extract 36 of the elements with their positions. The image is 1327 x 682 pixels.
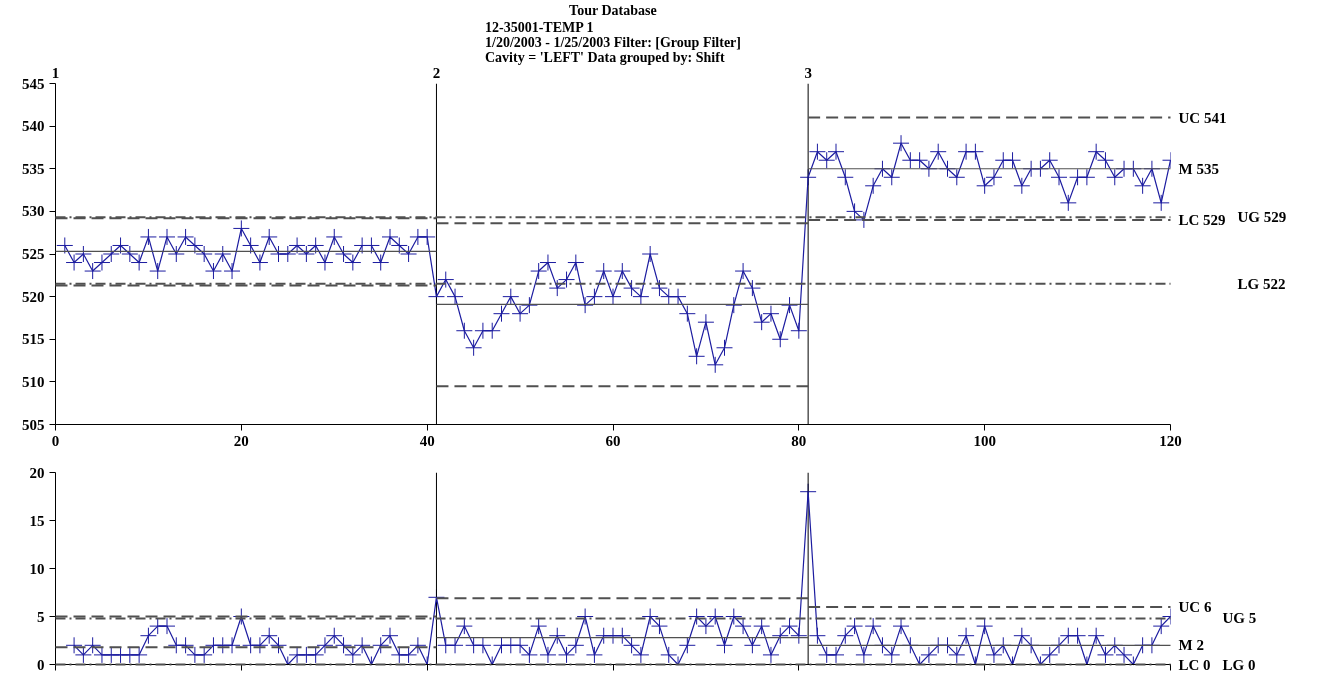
text: LG 0	[1222, 656, 1256, 673]
y-tick-label: 540	[22, 118, 45, 135]
y-tick-label: 520	[22, 288, 45, 305]
legend-label: LC 0	[1178, 656, 1211, 673]
y-tick-label: 545	[22, 75, 45, 92]
chart-subtitle: 12-35001-TEMP 1 1/20/2003 - 1/25/2003 Filter: [Group Filter] Cavity = 'LEFT' Data grouped by: Shift	[485, 19, 741, 65]
y-tick-label: 5	[37, 608, 45, 625]
text: UG 529	[1237, 209, 1287, 226]
chart-title: Tour Database	[569, 2, 657, 18]
y-tick-label: 525	[22, 246, 45, 262]
text: UG 5	[1222, 610, 1257, 627]
series-label: UC 541	[1178, 109, 1227, 126]
text: 3	[804, 64, 812, 81]
x-tick-label: 20	[233, 432, 249, 449]
series-label: M 2	[1178, 637, 1204, 654]
y-tick-label: 535	[22, 160, 45, 177]
x-tick-label: 100	[973, 432, 996, 449]
text: 2	[432, 64, 441, 81]
text: LG 522	[1237, 275, 1286, 292]
x-tick-label: 40	[419, 432, 435, 449]
y-tick-label: 10	[29, 560, 45, 577]
y-tick-label: 510	[22, 373, 45, 390]
y-tick-label: 0	[37, 656, 45, 673]
text: 1	[51, 64, 60, 81]
y-tick-label: 530	[22, 203, 45, 220]
series-label: LC 529	[1178, 211, 1226, 228]
series-label: M 535	[1178, 160, 1219, 177]
y-tick-label: 515	[22, 331, 45, 348]
x-tick-label: 60	[605, 432, 621, 449]
y-tick-label: 15	[29, 512, 45, 529]
x-tick-label: 0	[51, 432, 60, 449]
series-label: UC 6	[1178, 598, 1212, 615]
y-tick-label: 505	[22, 416, 45, 433]
x-tick-label: 120	[1159, 432, 1182, 449]
x-tick-label: 80	[791, 432, 807, 449]
y-tick-label: 20	[29, 464, 45, 481]
